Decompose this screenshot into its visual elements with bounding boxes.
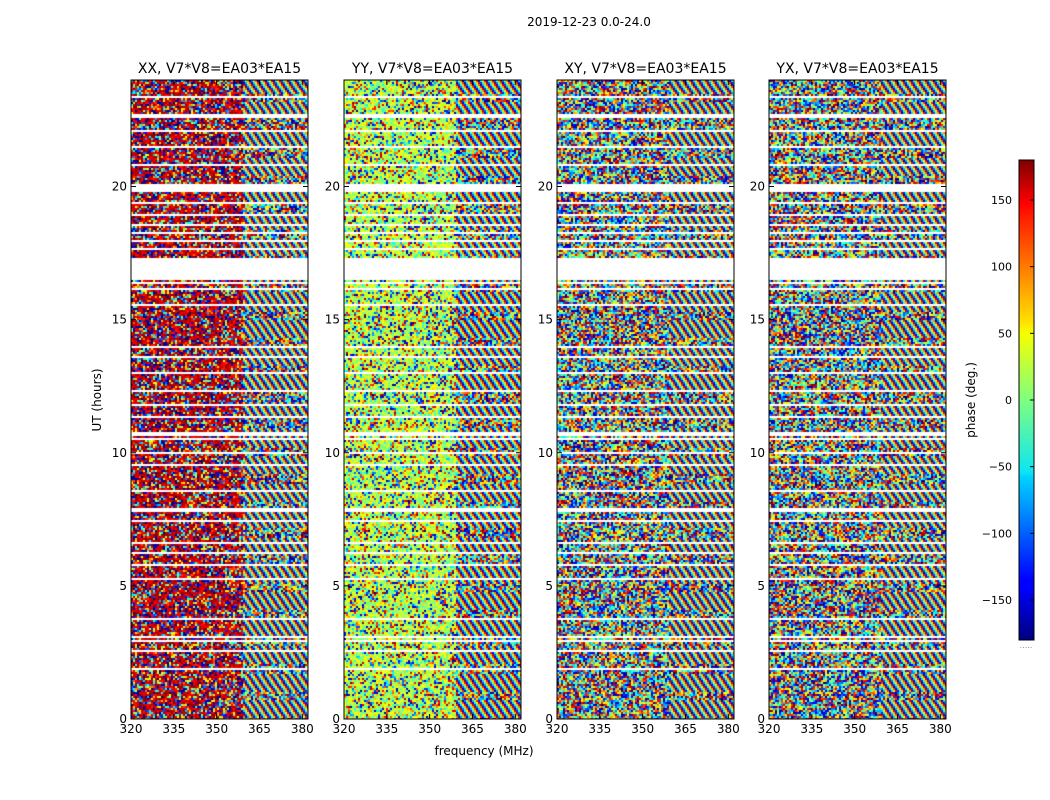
colorbar-tick-label: −150 xyxy=(982,594,1012,607)
x-tick-label: 380 xyxy=(291,722,314,736)
colorbar-footer: ..... xyxy=(1020,641,1033,650)
y-tick-label: 5 xyxy=(545,579,553,593)
phase-image xyxy=(557,80,734,719)
x-tick-label: 380 xyxy=(717,722,740,736)
colorbar-tick-label: 0 xyxy=(1005,394,1012,407)
x-tick-label: 365 xyxy=(248,722,271,736)
x-axis-label: frequency (MHz) xyxy=(434,744,533,758)
figure-suptitle: 2019-12-23 0.0-24.0 xyxy=(527,15,651,29)
y-tick-label: 15 xyxy=(325,313,340,327)
panel-title: YX, V7*V8=EA03*EA15 xyxy=(775,61,938,77)
y-tick-label: 10 xyxy=(538,446,553,460)
y-tick-label: 10 xyxy=(112,446,127,460)
y-tick-label: 20 xyxy=(538,180,553,194)
x-tick-label: 320 xyxy=(120,722,143,736)
phase-canvas xyxy=(131,80,308,719)
x-tick-label: 335 xyxy=(588,722,611,736)
colorbar-tick-label: 100 xyxy=(991,261,1012,274)
colorbar-tick-label: −50 xyxy=(989,461,1012,474)
phase-image xyxy=(769,80,946,719)
colorbar-tick-label: −100 xyxy=(982,527,1012,540)
x-tick-label: 380 xyxy=(504,722,527,736)
colorbar-tick-label: 150 xyxy=(991,194,1012,207)
phase-canvas xyxy=(344,80,521,719)
x-tick-label: 335 xyxy=(800,722,823,736)
phase-image xyxy=(131,80,308,719)
y-tick-label: 20 xyxy=(325,180,340,194)
y-tick-label: 20 xyxy=(112,180,127,194)
x-tick-label: 380 xyxy=(929,722,952,736)
x-tick-label: 350 xyxy=(205,722,228,736)
phase-canvas xyxy=(769,80,946,719)
x-tick-label: 320 xyxy=(546,722,569,736)
panel-title: XY, V7*V8=EA03*EA15 xyxy=(564,61,726,77)
panel-frame xyxy=(768,79,947,720)
y-tick-label: 15 xyxy=(112,313,127,327)
x-tick-label: 350 xyxy=(843,722,866,736)
panel-title: YY, V7*V8=EA03*EA15 xyxy=(351,61,513,77)
y-axis-label: UT (hours) xyxy=(90,368,104,431)
x-tick-label: 365 xyxy=(886,722,909,736)
x-tick-label: 365 xyxy=(674,722,697,736)
x-tick-label: 350 xyxy=(418,722,441,736)
panel-yx: YX, V7*V8=EA03*EA15 320 335 350 365 380 0 5 10 15… xyxy=(750,61,952,736)
phase-image xyxy=(344,80,521,719)
colorbar-ticks: 150 100 50 0 −50 −100 −150 xyxy=(982,194,1034,607)
x-tick-label: 320 xyxy=(758,722,781,736)
x-tick-label: 335 xyxy=(162,722,185,736)
x-tick-label: 350 xyxy=(631,722,654,736)
y-tick-label: 10 xyxy=(325,446,340,460)
colorbar-label: phase (deg.) xyxy=(964,362,978,438)
y-tick-label: 5 xyxy=(119,579,127,593)
panel-title: XX, V7*V8=EA03*EA15 xyxy=(138,61,301,77)
y-tick-label: 0 xyxy=(119,712,127,726)
panels: XX, V7*V8=EA03*EA15 320 335 350 365 380 0 5 10 15… xyxy=(112,61,952,736)
x-tick-label: 320 xyxy=(333,722,356,736)
x-tick-label: 365 xyxy=(461,722,484,736)
panel-frame xyxy=(130,79,309,720)
y-tick-label: 15 xyxy=(538,313,553,327)
x-tick-label: 335 xyxy=(375,722,398,736)
panel-frame xyxy=(556,79,735,720)
y-tick-label: 10 xyxy=(750,446,765,460)
panel-xy: XY, V7*V8=EA03*EA15 320 335 350 365 380 0 5 10 15… xyxy=(538,61,740,736)
panel-xx: XX, V7*V8=EA03*EA15 320 335 350 365 380 0 5 10 15… xyxy=(112,61,314,736)
y-tick-label: 5 xyxy=(757,579,765,593)
y-tick-label: 15 xyxy=(750,313,765,327)
y-tick-label: 0 xyxy=(545,712,553,726)
panel-frame xyxy=(343,79,522,720)
y-tick-label: 20 xyxy=(750,180,765,194)
colorbar-tick-label: 50 xyxy=(998,327,1012,340)
colorbar: 150 100 50 0 −50 −100 −150 phase (deg.) ..... xyxy=(964,159,1035,650)
phase-canvas xyxy=(557,80,734,719)
y-tick-label: 0 xyxy=(757,712,765,726)
panel-yy: YY, V7*V8=EA03*EA15 320 335 350 365 380 0 5 10 15… xyxy=(325,61,527,736)
y-tick-label: 5 xyxy=(332,579,340,593)
y-tick-label: 0 xyxy=(332,712,340,726)
